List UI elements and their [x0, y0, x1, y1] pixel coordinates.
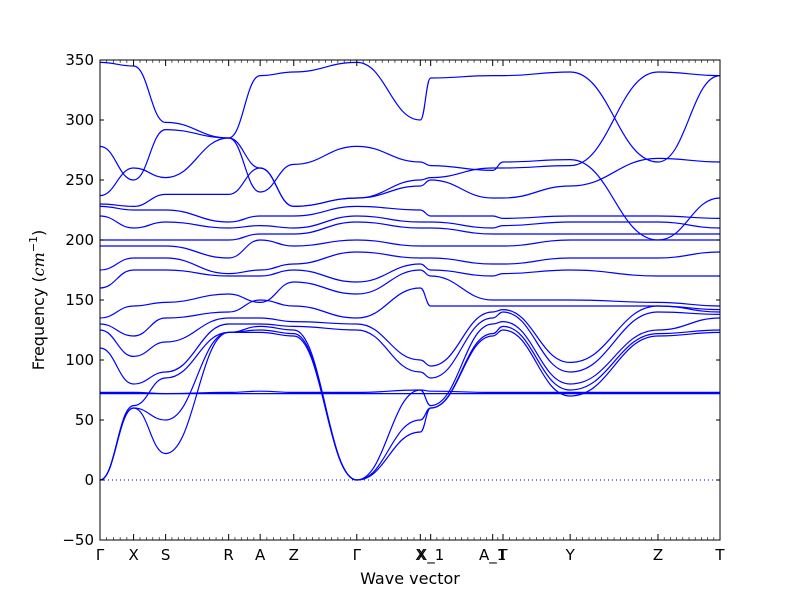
band-line-8	[100, 287, 720, 337]
x-tick-label: Z	[653, 546, 663, 564]
y-tick-label: 50	[75, 411, 94, 429]
band-line-17	[100, 137, 720, 241]
x-axis: Γ X S R A Z Γ XX_1 A_1T Y Z T	[96, 60, 725, 565]
y-tick-label: 250	[65, 171, 94, 189]
x-tick-label: T	[714, 546, 725, 564]
y-tick-label: 350	[65, 51, 94, 69]
x-tick-label: R	[223, 546, 233, 564]
band-line-16	[100, 157, 720, 208]
y-tick-label: 0	[84, 471, 94, 489]
band-line-6	[100, 311, 720, 385]
band-line-19	[100, 61, 720, 208]
y-axis-label-unit: cm	[29, 252, 48, 276]
band-line-2	[100, 325, 720, 481]
band-line-12	[100, 239, 720, 259]
x-tick-label: Γ	[353, 546, 362, 564]
y-tick-label: 200	[65, 231, 94, 249]
band-line-11	[100, 251, 720, 275]
y-tick-label: 150	[65, 291, 94, 309]
plot-background	[100, 60, 720, 540]
band-line-13	[100, 221, 720, 241]
band-line-1	[100, 329, 720, 481]
band-line-9	[100, 269, 720, 319]
y-axis-label-close: )	[29, 230, 48, 236]
x-tick-label: S	[161, 546, 171, 564]
x-tick-label: A	[255, 546, 266, 564]
band-line-15	[100, 205, 720, 223]
x-tick-label: Γ	[96, 546, 105, 564]
series-layer	[100, 61, 720, 481]
y-axis-label-exponent: −1	[27, 236, 40, 252]
x-axis-label: Wave vector	[360, 569, 460, 588]
band-line-14	[100, 215, 720, 229]
band-line-10	[100, 263, 720, 289]
band-line-5	[100, 389, 720, 395]
x-tick-label: X	[128, 546, 138, 564]
y-axis-label-text: Frequency (	[29, 276, 48, 370]
y-tick-label: 300	[65, 111, 94, 129]
plot-area	[99, 59, 721, 541]
y-tick-label: −50	[62, 531, 94, 549]
x-tick-label: Z	[289, 546, 299, 564]
x-tick-label: T	[497, 546, 508, 564]
y-axis-label: Frequency (cm−1)	[27, 230, 48, 371]
x-tick-label: Y	[565, 546, 576, 564]
band-line-7	[100, 305, 720, 367]
band-line-18	[100, 61, 720, 181]
x-tick-label: X_1	[417, 546, 444, 565]
y-axis: −50 0 50 100 150 200 250 300 350	[62, 51, 720, 549]
band-line-3	[100, 317, 720, 481]
x-tick-label: X	[415, 546, 425, 564]
x-tick-label: A_1	[479, 546, 506, 565]
y-tick-label: 100	[65, 351, 94, 369]
